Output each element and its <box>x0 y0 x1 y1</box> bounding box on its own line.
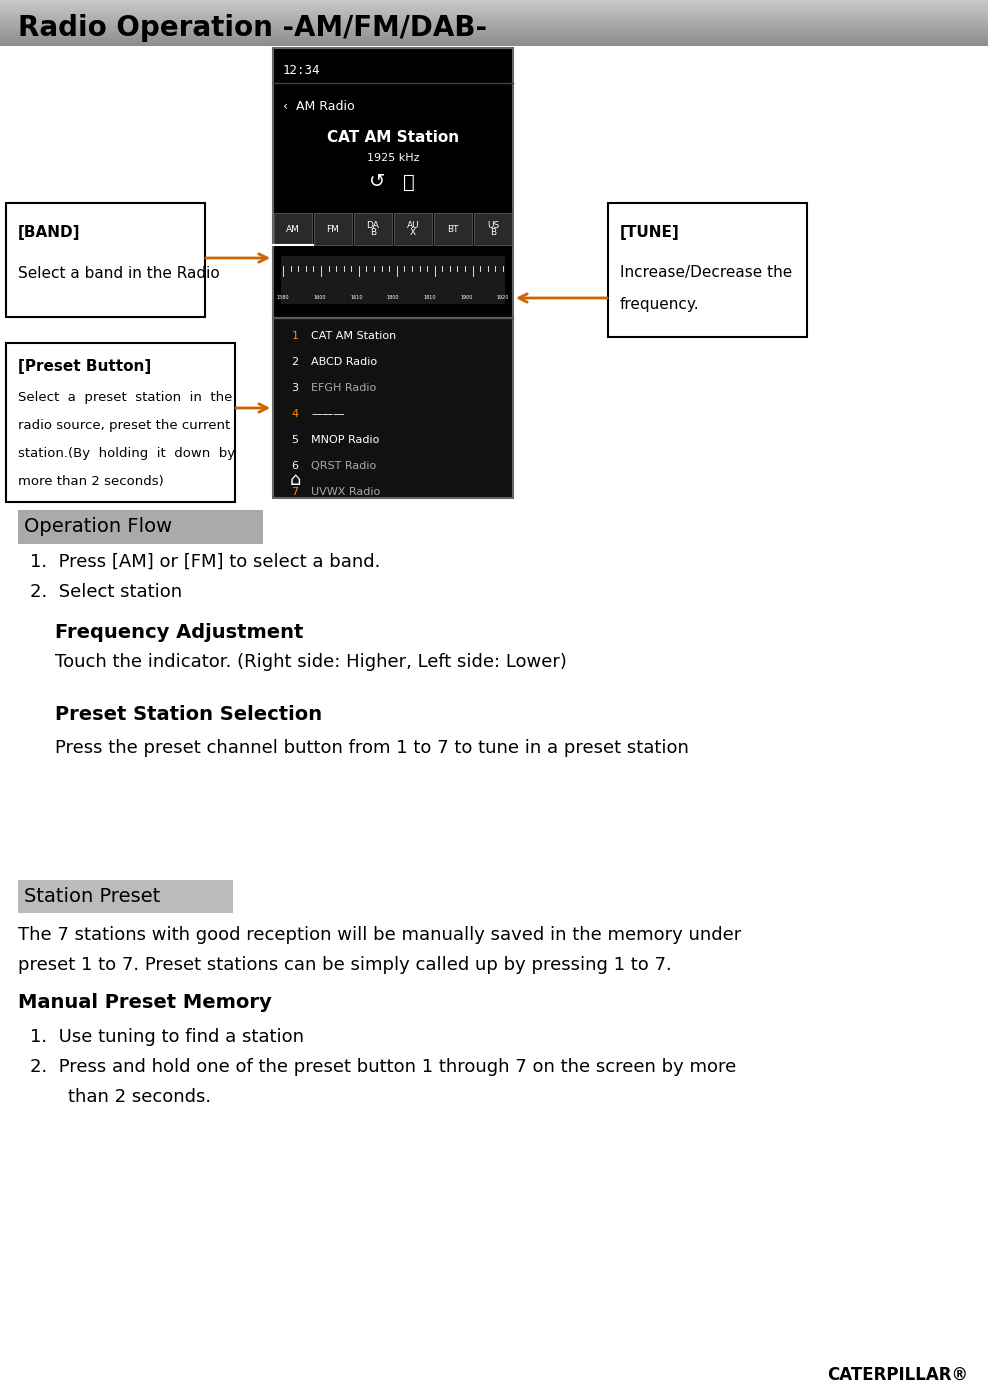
Text: 1.  Use tuning to find a station: 1. Use tuning to find a station <box>30 1028 304 1046</box>
FancyBboxPatch shape <box>434 212 472 244</box>
Text: 4: 4 <box>291 409 298 419</box>
Text: Increase/Decrease the: Increase/Decrease the <box>620 265 792 281</box>
Text: The 7 stations with good reception will be manually saved in the memory under: The 7 stations with good reception will … <box>18 926 741 944</box>
FancyBboxPatch shape <box>474 212 512 244</box>
Text: AU
X: AU X <box>407 221 419 237</box>
Text: Touch the indicator. (Right side: Higher, Left side: Lower): Touch the indicator. (Right side: Higher… <box>55 652 567 671</box>
FancyBboxPatch shape <box>6 344 235 502</box>
Text: 5: 5 <box>291 434 298 446</box>
Text: AM: AM <box>287 225 300 233</box>
Text: frequency.: frequency. <box>620 298 700 313</box>
Text: Press the preset channel button from 1 to 7 to tune in a preset station: Press the preset channel button from 1 t… <box>55 739 689 757</box>
Text: UVWX Radio: UVWX Radio <box>311 488 380 497</box>
Text: Radio Operation -AM/FM/DAB-: Radio Operation -AM/FM/DAB- <box>18 14 487 42</box>
Text: MNOP Radio: MNOP Radio <box>311 434 379 446</box>
Text: 1810: 1810 <box>424 295 436 300</box>
FancyBboxPatch shape <box>281 256 505 305</box>
Text: [TUNE]: [TUNE] <box>620 225 680 240</box>
Text: Manual Preset Memory: Manual Preset Memory <box>18 992 272 1011</box>
Text: 1900: 1900 <box>460 295 472 300</box>
Text: 2.  Press and hold one of the preset button 1 through 7 on the screen by more: 2. Press and hold one of the preset butt… <box>30 1058 736 1076</box>
Text: US
B: US B <box>487 221 499 237</box>
Text: 1800: 1800 <box>386 295 399 300</box>
Text: [Preset Button]: [Preset Button] <box>18 359 151 374</box>
FancyBboxPatch shape <box>18 510 263 543</box>
Text: [BAND]: [BAND] <box>18 225 80 240</box>
Text: 6: 6 <box>291 461 298 471</box>
Text: preset 1 to 7. Preset stations can be simply called up by pressing 1 to 7.: preset 1 to 7. Preset stations can be si… <box>18 956 672 974</box>
Text: Preset Station Selection: Preset Station Selection <box>55 705 322 725</box>
Text: 1580: 1580 <box>277 295 289 300</box>
Text: ⌂: ⌂ <box>289 471 300 489</box>
Text: radio source, preset the current: radio source, preset the current <box>18 419 230 432</box>
Text: than 2 seconds.: than 2 seconds. <box>68 1088 211 1106</box>
FancyBboxPatch shape <box>608 203 807 337</box>
FancyBboxPatch shape <box>394 212 432 244</box>
FancyBboxPatch shape <box>273 319 513 497</box>
Text: Station Preset: Station Preset <box>24 887 160 905</box>
Text: 2: 2 <box>291 358 298 367</box>
Text: CATERPILLAR®: CATERPILLAR® <box>827 1366 968 1384</box>
Text: 1920: 1920 <box>497 295 509 300</box>
Text: ↺: ↺ <box>369 172 385 191</box>
Text: Select  a  preset  station  in  the: Select a preset station in the <box>18 391 232 404</box>
Text: ABCD Radio: ABCD Radio <box>311 358 377 367</box>
Text: 1: 1 <box>291 331 298 341</box>
Text: Operation Flow: Operation Flow <box>24 517 172 536</box>
Text: Frequency Adjustment: Frequency Adjustment <box>55 623 303 641</box>
Text: ⏻: ⏻ <box>403 172 415 191</box>
Text: CAT AM Station: CAT AM Station <box>327 130 459 145</box>
Text: station.(By  holding  it  down  by: station.(By holding it down by <box>18 447 235 460</box>
Text: 3: 3 <box>291 383 298 393</box>
Text: 12:34: 12:34 <box>283 63 320 77</box>
Text: BT: BT <box>448 225 458 233</box>
Text: DA
B: DA B <box>367 221 379 237</box>
Text: 1610: 1610 <box>350 295 363 300</box>
Text: Select a band in the Radio: Select a band in the Radio <box>18 265 219 281</box>
Text: 1925 kHz: 1925 kHz <box>367 154 419 163</box>
FancyBboxPatch shape <box>6 203 205 317</box>
Text: 7: 7 <box>291 488 298 497</box>
Text: EFGH Radio: EFGH Radio <box>311 383 376 393</box>
FancyBboxPatch shape <box>354 212 392 244</box>
Text: QRST Radio: QRST Radio <box>311 461 376 471</box>
Text: more than 2 seconds): more than 2 seconds) <box>18 475 164 488</box>
FancyBboxPatch shape <box>18 880 233 914</box>
Text: 2.  Select station: 2. Select station <box>30 583 182 601</box>
FancyBboxPatch shape <box>274 212 312 244</box>
Text: ‹  AM Radio: ‹ AM Radio <box>283 99 355 113</box>
Text: 1.  Press [AM] or [FM] to select a band.: 1. Press [AM] or [FM] to select a band. <box>30 553 380 571</box>
FancyBboxPatch shape <box>273 47 513 319</box>
Text: CAT AM Station: CAT AM Station <box>311 331 396 341</box>
Text: 1600: 1600 <box>313 295 326 300</box>
FancyBboxPatch shape <box>314 212 352 244</box>
Text: FM: FM <box>327 225 340 233</box>
Text: ———: ——— <box>311 409 345 419</box>
